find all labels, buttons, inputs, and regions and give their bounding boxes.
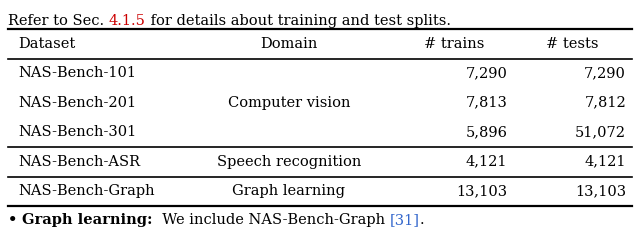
Text: NAS-Bench-301: NAS-Bench-301: [18, 125, 136, 139]
Text: 13,103: 13,103: [575, 184, 626, 198]
Text: 4,121: 4,121: [584, 155, 626, 169]
Text: Graph learning: Graph learning: [232, 184, 346, 198]
Text: 7,290: 7,290: [584, 66, 626, 80]
Text: 7,812: 7,812: [584, 96, 626, 110]
Text: NAS-Bench-ASR: NAS-Bench-ASR: [18, 155, 140, 169]
Text: Graph learning:: Graph learning:: [22, 213, 153, 227]
Text: .: .: [420, 213, 424, 227]
Text: Dataset: Dataset: [18, 37, 76, 51]
Text: We include NAS-Bench-Graph: We include NAS-Bench-Graph: [153, 213, 390, 227]
Text: # trains: # trains: [424, 37, 484, 51]
Text: Speech recognition: Speech recognition: [216, 155, 361, 169]
Text: Domain: Domain: [260, 37, 317, 51]
Text: 51,072: 51,072: [575, 125, 626, 139]
Text: NAS-Bench-101: NAS-Bench-101: [18, 66, 136, 80]
Text: for details about training and test splits.: for details about training and test spli…: [146, 14, 451, 28]
Text: [31]: [31]: [390, 213, 420, 227]
Text: Refer to Sec.: Refer to Sec.: [8, 14, 109, 28]
Text: 5,896: 5,896: [465, 125, 508, 139]
Text: 7,813: 7,813: [465, 96, 508, 110]
Text: # tests: # tests: [547, 37, 599, 51]
Text: 4,121: 4,121: [466, 155, 508, 169]
Text: NAS-Bench-Graph: NAS-Bench-Graph: [18, 184, 155, 198]
Text: 4.1.5: 4.1.5: [109, 14, 146, 28]
Text: 7,290: 7,290: [465, 66, 508, 80]
Text: 13,103: 13,103: [456, 184, 508, 198]
Text: •: •: [8, 213, 22, 227]
Text: Computer vision: Computer vision: [228, 96, 350, 110]
Text: NAS-Bench-201: NAS-Bench-201: [18, 96, 136, 110]
